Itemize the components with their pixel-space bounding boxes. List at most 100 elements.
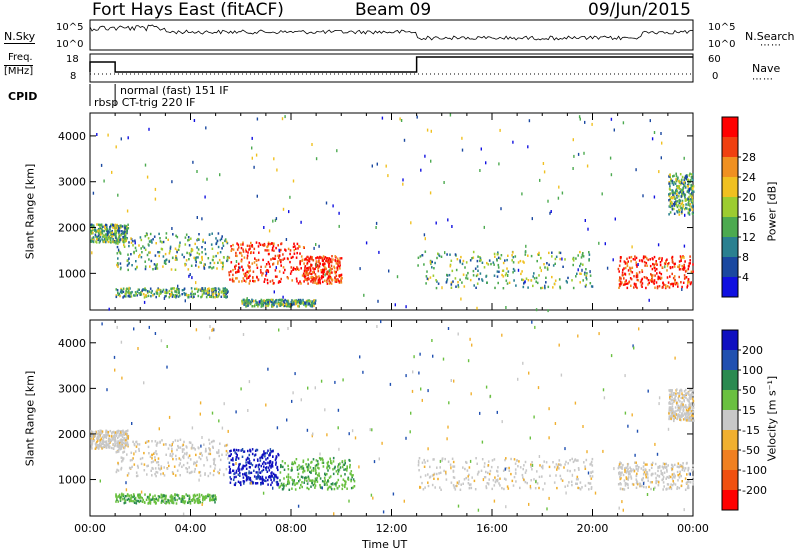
echo-cell: [516, 459, 518, 462]
echo-cell: [126, 264, 129, 267]
echo-cell: [685, 413, 687, 417]
echo-cell: [103, 238, 106, 241]
echo-cell: [105, 236, 108, 239]
echo-cell: [575, 275, 577, 278]
echo-cell: [316, 275, 318, 279]
echo-cell: [687, 278, 690, 281]
echo-cell: [191, 276, 193, 280]
echo-cell: [671, 473, 674, 476]
echo-cell: [270, 300, 273, 304]
echo-cell: [679, 190, 681, 194]
echo-cell: [263, 450, 265, 453]
echo-cell: [125, 292, 127, 295]
echo-cell: [267, 302, 269, 305]
echo-cell: [202, 495, 204, 499]
echo-cell: [277, 260, 279, 263]
echo-cell: [208, 291, 210, 295]
echo-cell: [248, 457, 250, 461]
echo-cell: [105, 429, 108, 433]
echo-cell: [256, 448, 259, 452]
echo-cell: [201, 256, 203, 259]
echo-cell: [324, 279, 326, 282]
echo-cell: [205, 496, 208, 499]
echo-cell: [124, 234, 127, 238]
echo-cell: [426, 277, 429, 280]
echo-cell: [96, 237, 98, 241]
echo-cell: [428, 476, 431, 479]
echo-cell: [181, 253, 184, 256]
echo-cell: [217, 292, 220, 296]
echo-cell: [533, 277, 536, 280]
echo-cell: [240, 449, 242, 452]
echo-cell: [229, 476, 231, 479]
echo-cell: [288, 210, 290, 214]
echo-cell: [678, 392, 680, 395]
echo-cell: [349, 466, 351, 469]
echo-cell: [120, 456, 123, 459]
echo-cell: [205, 456, 208, 459]
echo-cell: [173, 295, 176, 298]
echo-cell: [240, 259, 243, 263]
echo-cell: [266, 245, 268, 249]
echo-cell: [422, 488, 425, 491]
echo-cell: [313, 480, 316, 483]
echo-cell: [314, 267, 316, 271]
echo-cell: [301, 467, 303, 470]
echo-cell: [244, 302, 246, 305]
echo-cell: [504, 467, 506, 471]
echo-cell: [344, 485, 346, 489]
echo-cell: [635, 474, 638, 478]
echo-cell: [533, 478, 535, 481]
echo-cell: [246, 297, 248, 301]
echo-cell: [643, 485, 645, 489]
echo-cell: [113, 241, 116, 244]
echo-cell: [312, 267, 314, 270]
echo-cell: [660, 132, 662, 135]
echo-cell: [488, 472, 491, 476]
echo-cell: [201, 246, 203, 249]
echo-cell: [253, 305, 256, 308]
echo-cell: [321, 263, 324, 266]
echo-cell: [461, 148, 464, 152]
echo-cell: [268, 229, 271, 233]
echo-cell: [137, 494, 139, 497]
echo-cell: [346, 466, 348, 470]
echo-cell: [120, 266, 122, 269]
echo-cell: [668, 401, 671, 404]
echo-cell: [185, 467, 187, 470]
echo-cell: [488, 259, 491, 262]
echo-cell: [675, 392, 677, 395]
echo-cell: [681, 405, 684, 408]
y-tick-label: 3000: [58, 176, 86, 189]
echo-cell: [221, 426, 224, 430]
echo-cell: [689, 397, 692, 401]
echo-cell: [691, 205, 694, 208]
echo-cell: [241, 302, 244, 305]
echo-cell: [150, 291, 153, 295]
echo-cell: [462, 273, 465, 276]
echo-cell: [543, 460, 545, 463]
echo-cell: [373, 460, 376, 464]
echo-cell: [631, 266, 634, 269]
echo-cell: [444, 251, 446, 255]
echo-cell: [686, 486, 689, 490]
echo-cell: [577, 459, 579, 462]
echo-cell: [660, 156, 662, 160]
echo-cell: [274, 269, 277, 272]
echo-cell: [676, 178, 678, 181]
echo-cell: [155, 290, 158, 294]
echo-cell: [183, 287, 186, 290]
echo-cell: [267, 449, 269, 452]
echo-cell: [487, 464, 490, 467]
echo-cell: [496, 259, 498, 262]
echo-cell: [133, 452, 135, 456]
echo-cell: [204, 450, 207, 453]
echo-cell: [245, 274, 248, 277]
echo-cell: [300, 301, 302, 304]
echo-cell: [210, 243, 213, 246]
echo-cell: [513, 269, 516, 272]
echo-cell: [313, 271, 315, 274]
echo-cell: [264, 455, 266, 458]
echo-cell: [218, 291, 220, 294]
echo-cell: [280, 277, 282, 281]
